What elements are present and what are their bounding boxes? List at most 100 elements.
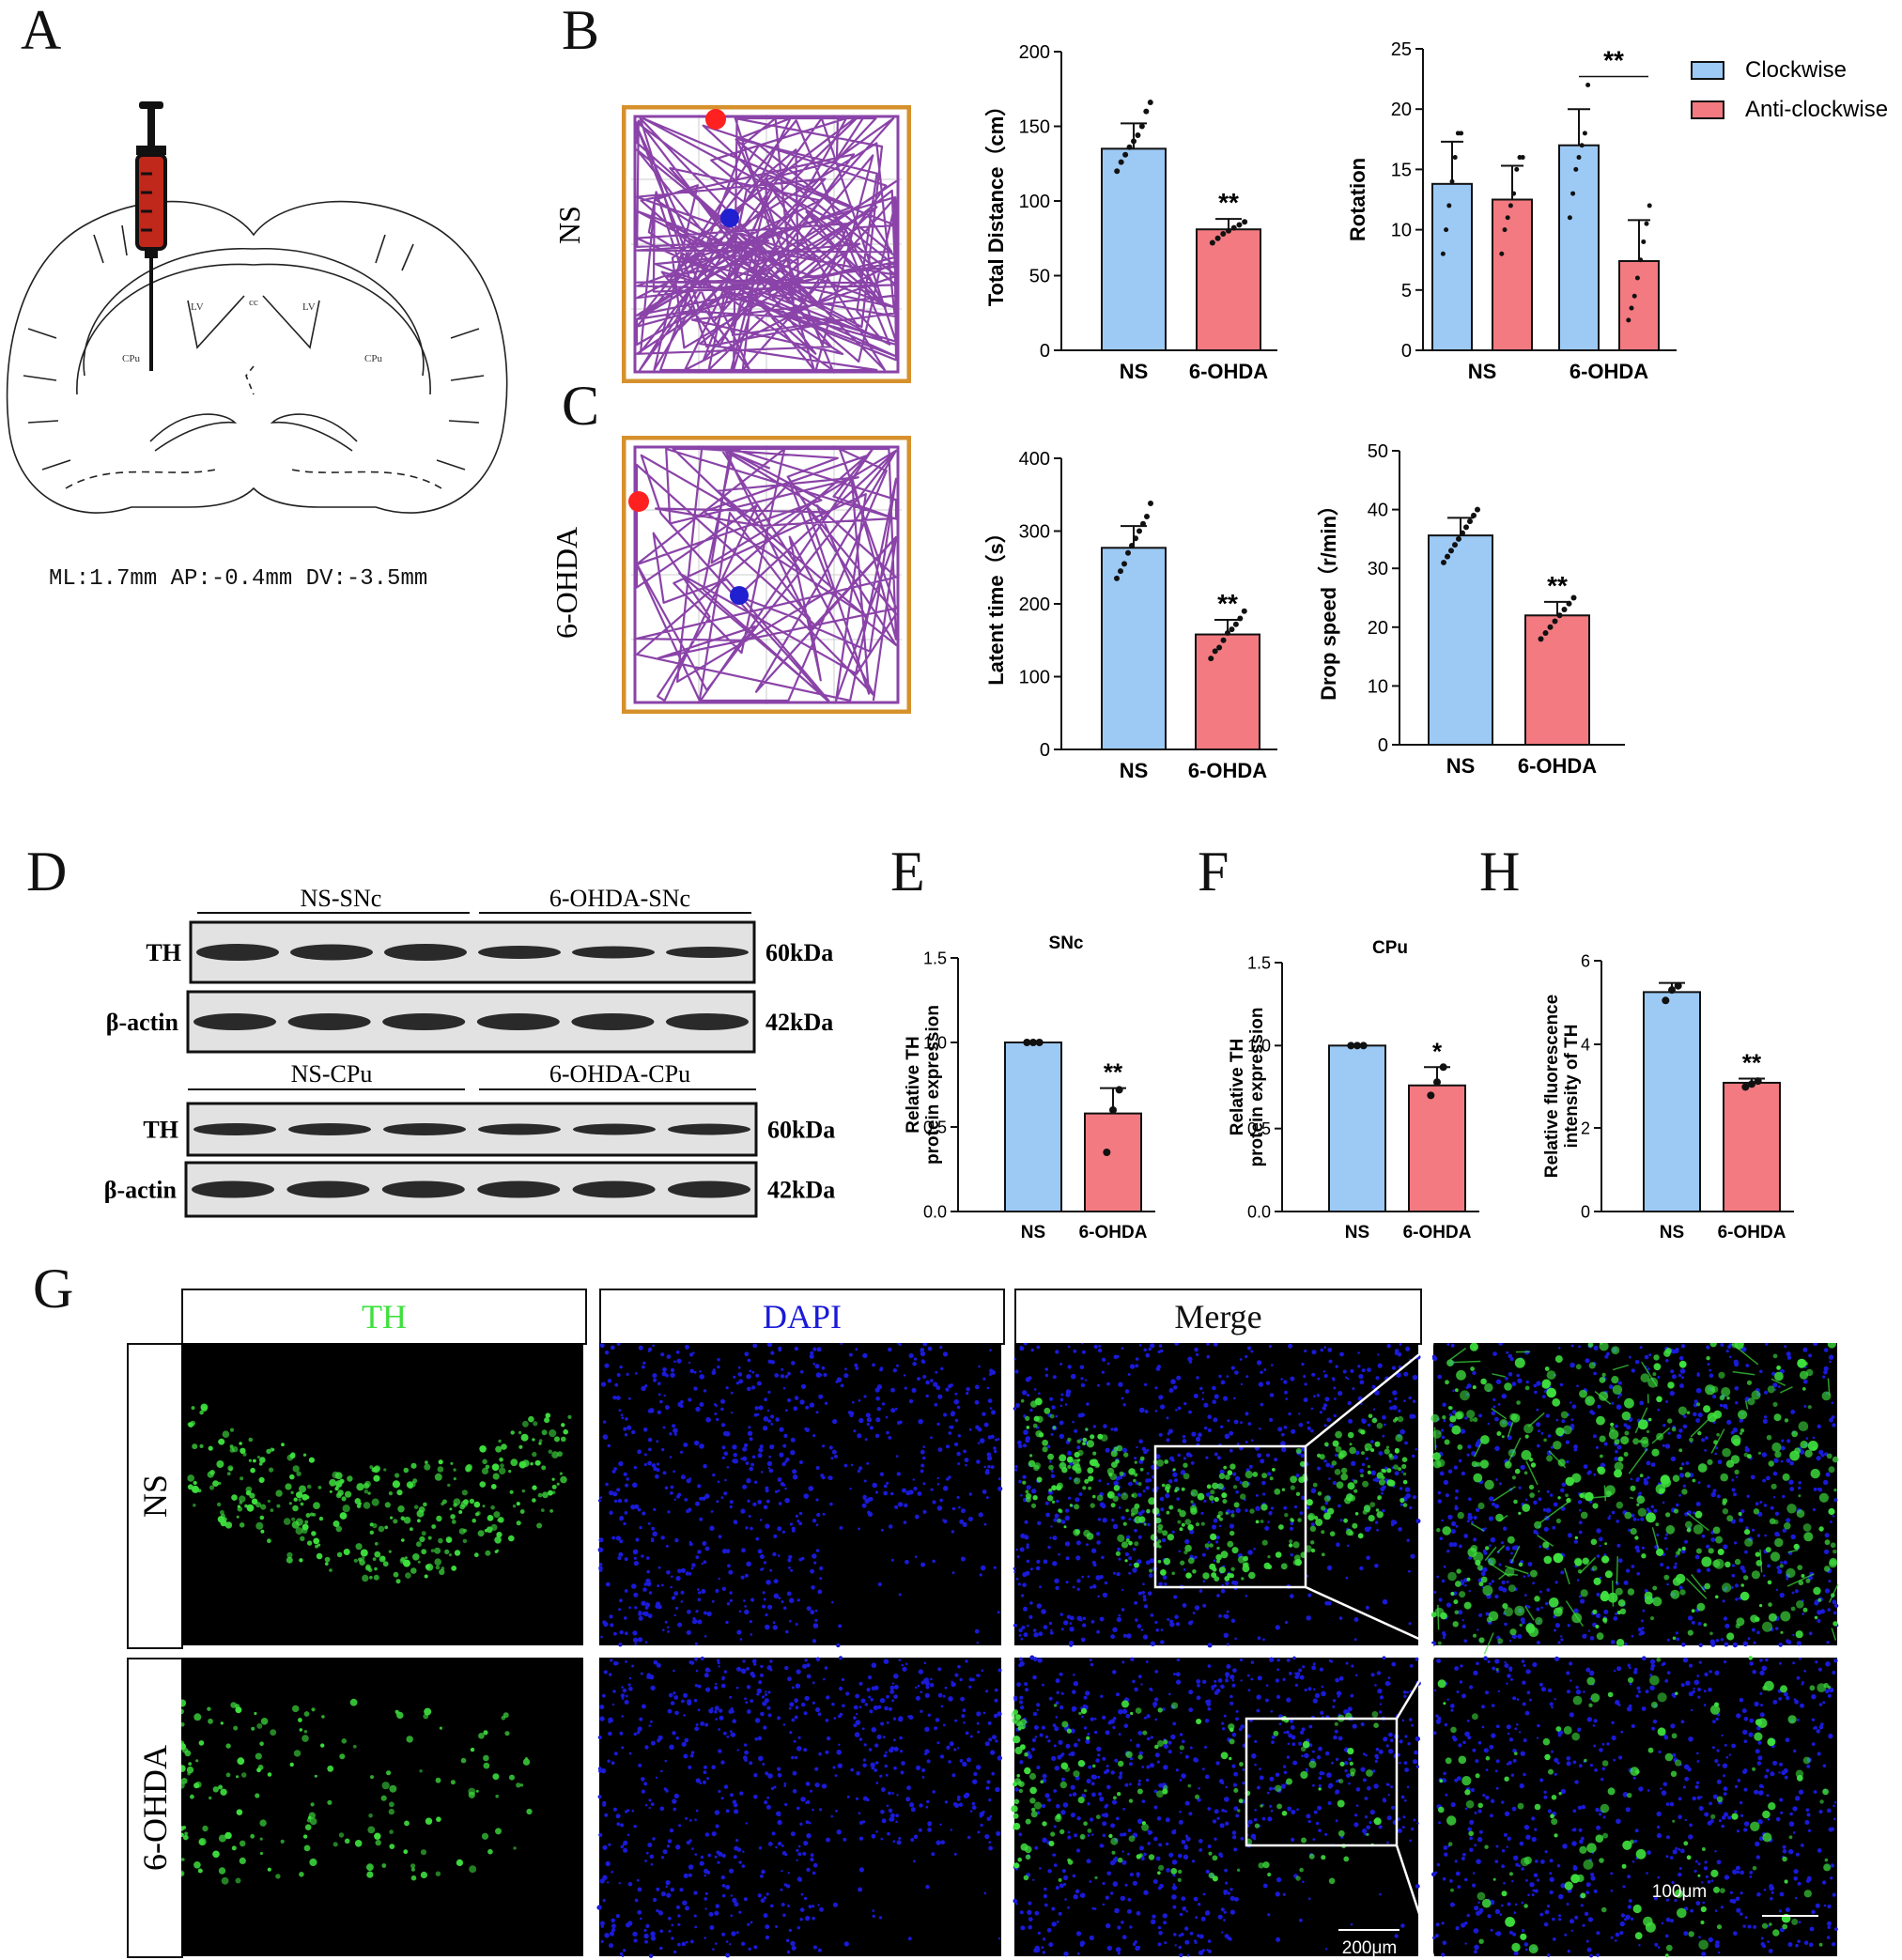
nucleus [1275, 1891, 1280, 1897]
nucleus [849, 1488, 852, 1490]
nucleus [1450, 1529, 1456, 1535]
nucleus [948, 1696, 953, 1702]
nucleus [1078, 1491, 1083, 1497]
nucleus [1752, 1528, 1755, 1532]
nucleus [1132, 1880, 1137, 1886]
nucleus [1098, 1792, 1103, 1797]
th-positive-cell [239, 1501, 243, 1505]
nucleus [1482, 1566, 1488, 1573]
nucleus [976, 1459, 981, 1464]
nucleus [736, 1749, 739, 1752]
th-positive-cell [481, 1832, 489, 1840]
th-positive-cell [479, 1445, 487, 1453]
nucleus [717, 1860, 720, 1864]
nucleus [1173, 1385, 1178, 1390]
nucleus [1161, 1537, 1167, 1543]
nucleus [1216, 1816, 1220, 1820]
lv-right-label: LV [302, 301, 316, 313]
th-positive-cell [441, 1502, 444, 1506]
th-positive-cell [1216, 1559, 1220, 1564]
nucleus [815, 1549, 820, 1552]
x-tick-label: 6-OHDA [1518, 754, 1597, 778]
nucleus [1128, 1762, 1133, 1767]
nucleus [1207, 1643, 1213, 1648]
th-positive-cell [1514, 1468, 1521, 1474]
nucleus [871, 1686, 876, 1691]
nucleus [692, 1617, 696, 1621]
nucleus [806, 1663, 811, 1668]
protein-band [476, 1013, 560, 1030]
nucleus [810, 1857, 814, 1862]
nucleus [1069, 1643, 1074, 1647]
chart-title: CPu [1372, 938, 1408, 958]
nucleus [633, 1825, 637, 1829]
nucleus [744, 1758, 748, 1762]
nucleus [1099, 1616, 1105, 1622]
nucleus [863, 1395, 867, 1398]
nucleus [872, 1482, 877, 1489]
nucleus [730, 1391, 734, 1395]
nucleus [1445, 1493, 1449, 1498]
th-positive-cell [1553, 1552, 1564, 1564]
nucleus [930, 1488, 934, 1491]
nucleus [666, 1570, 671, 1575]
data-point [1137, 528, 1142, 534]
nucleus [769, 1444, 775, 1450]
th-positive-cell [561, 1436, 566, 1443]
nucleus [675, 1736, 680, 1740]
th-positive-cell [356, 1483, 364, 1491]
nucleus [1165, 1842, 1169, 1846]
nucleus [1254, 1809, 1257, 1812]
th-positive-cell [1814, 1615, 1818, 1620]
nucleus [1260, 1402, 1264, 1407]
nucleus [1213, 1518, 1218, 1523]
nucleus [1446, 1602, 1451, 1608]
nucleus [619, 1598, 623, 1603]
data-point [1103, 1149, 1111, 1156]
y-tick-label: 50 [1029, 267, 1050, 287]
th-positive-cell [1183, 1473, 1190, 1480]
data-point [1212, 648, 1218, 655]
nucleus [894, 1407, 898, 1411]
nucleus [988, 1737, 993, 1742]
nucleus [979, 1438, 985, 1443]
nucleus [885, 1415, 889, 1419]
th-positive-cell [1546, 1455, 1554, 1462]
nucleus [748, 1426, 751, 1429]
th-positive-cell [1799, 1370, 1809, 1380]
th-positive-cell [1599, 1377, 1606, 1383]
th-positive-cell [1600, 1454, 1603, 1458]
y-tick-label: 0.0 [1247, 1202, 1271, 1221]
nucleus [652, 1531, 657, 1537]
nucleus [1354, 1450, 1360, 1456]
nucleus [803, 1711, 808, 1716]
nucleus [986, 1816, 991, 1821]
nucleus [891, 1682, 895, 1685]
blot-row-label: β-actin [104, 1177, 178, 1204]
blot-strip [186, 990, 756, 1054]
nucleus [924, 1680, 930, 1686]
th-positive-cell [1524, 1385, 1530, 1391]
th-positive-cell [1218, 1517, 1224, 1521]
nucleus [765, 1693, 767, 1696]
data-point [1467, 518, 1473, 525]
nucleus [908, 1398, 914, 1404]
nucleus [785, 1938, 790, 1942]
nucleus [1433, 1590, 1437, 1594]
th-positive-cell [1508, 1584, 1516, 1593]
th-positive-cell [472, 1518, 477, 1523]
nucleus [720, 1760, 725, 1765]
th-positive-cell [384, 1502, 391, 1508]
nucleus [1676, 1433, 1682, 1440]
nucleus [881, 1787, 886, 1792]
th-positive-cell [1507, 1536, 1515, 1544]
nucleus [702, 1496, 706, 1501]
nucleus [797, 1852, 802, 1857]
th-positive-cell [199, 1443, 204, 1448]
nucleus [936, 1840, 941, 1845]
nucleus [1570, 1344, 1574, 1348]
th-positive-cell [1368, 1515, 1375, 1522]
if-image-dapi-6ohda [596, 1656, 1002, 1958]
th-positive-cell [1377, 1496, 1381, 1501]
nucleus [1221, 1583, 1224, 1587]
